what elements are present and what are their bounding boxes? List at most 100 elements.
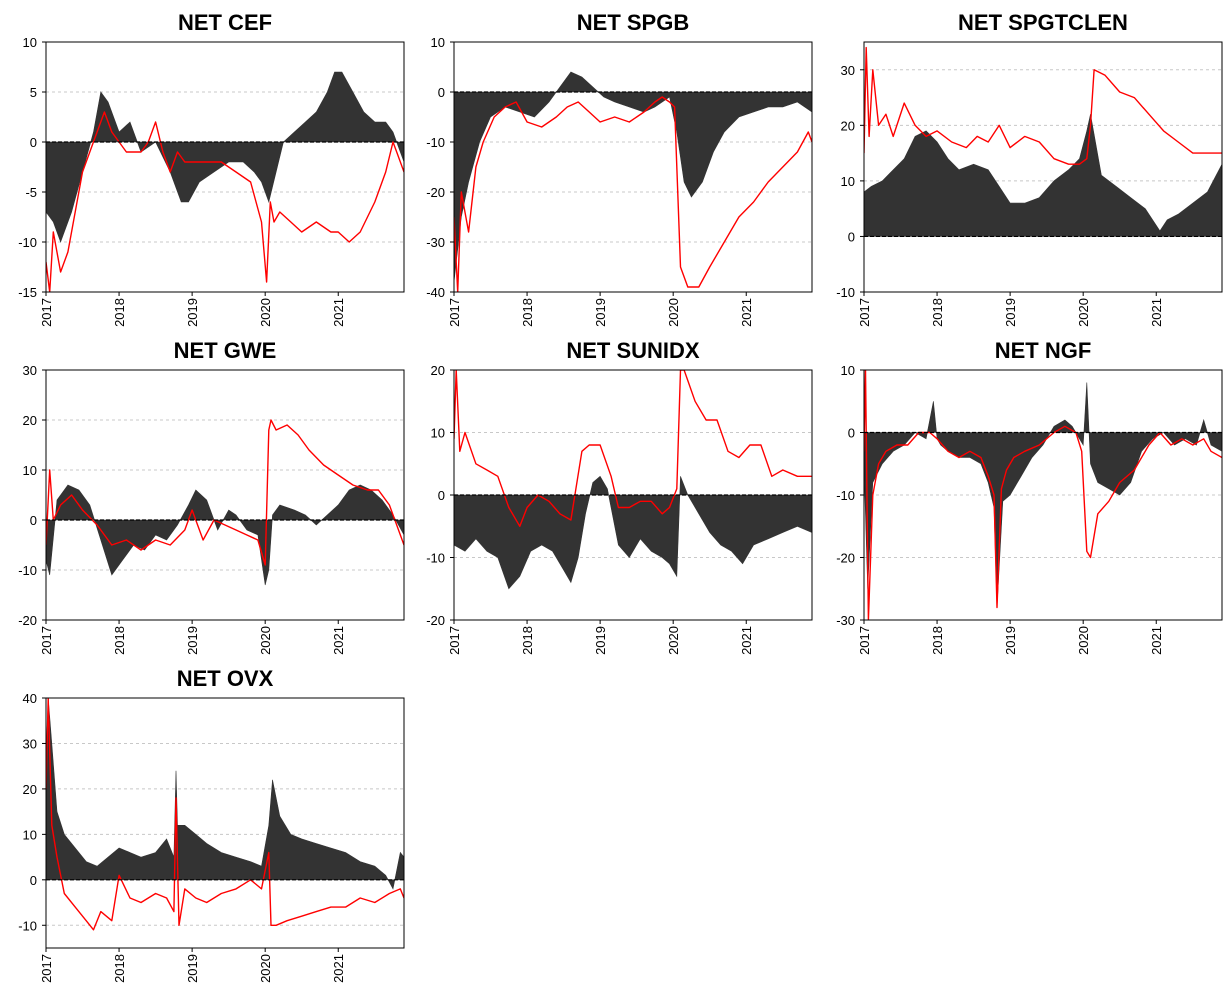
x-tick-label: 2018 [112,298,127,327]
y-tick-label: -15 [18,285,37,300]
y-tick-label: -40 [426,285,445,300]
y-tick-label: 10 [23,35,37,50]
y-tick-label: 10 [431,35,445,50]
x-tick-label: 2020 [258,954,273,983]
x-tick-label: 2021 [331,954,346,983]
x-tick-label: 2017 [39,298,54,327]
x-tick-label: 2018 [520,626,535,655]
x-tick-label: 2021 [331,298,346,327]
y-tick-label: -20 [836,551,855,566]
line-series [864,46,1222,165]
y-tick-label: 0 [30,513,37,528]
y-tick-label: 30 [23,736,37,751]
x-tick-label: 2020 [1076,626,1091,655]
y-tick-label: -20 [426,185,445,200]
x-tick-label: 2020 [258,298,273,327]
x-tick-label: 2019 [593,626,608,655]
plot-frame [863,41,1223,293]
line-series [46,111,404,292]
plot-frame [45,41,405,293]
y-tick-label: -5 [25,185,37,200]
x-tick-label: 2021 [1149,298,1164,327]
chart-title: NET GWE [174,338,277,363]
area-series [864,382,1222,608]
y-tick-label: -10 [836,285,855,300]
y-tick-label: -10 [18,563,37,578]
line-series [46,419,404,566]
chart-panel-net-spgb: NET SPGB 10 0 -10 -20 -30 -40 2017 2018 2019 2020 2… [408,0,816,327]
chart-panel-net-sunidx: NET SUNIDX 20 10 0 -10 -20 2017 2018 2019 2020 202… [408,328,816,655]
x-tick-label: 2018 [930,298,945,327]
area-series [46,484,404,586]
x-tick-label: 2019 [185,298,200,327]
y-tick-label: 10 [23,463,37,478]
plot-frame [45,369,405,621]
y-tick-label: 20 [23,413,37,428]
x-tick-label: 2020 [258,626,273,655]
x-tick-label: 2017 [39,954,54,983]
x-tick-label: 2020 [666,626,681,655]
y-tick-label: 30 [841,63,855,78]
y-tick-label: 10 [841,363,855,378]
plot-frame [45,697,405,949]
chart-panel-net-cef: NET CEF 10 5 0 -5 -10 -15 2017 2018 2019 2020 2021 [0,0,408,327]
chart-title: NET CEF [178,10,272,35]
x-tick-label: 2021 [739,626,754,655]
y-tick-label: 0 [438,85,445,100]
y-tick-label: 0 [848,229,855,244]
y-tick-label: 5 [30,85,37,100]
y-tick-label: -10 [426,551,445,566]
x-tick-label: 2017 [39,626,54,655]
y-tick-label: 40 [23,691,37,706]
chart-panel-net-spgtclen: NET SPGTCLEN 30 20 10 0 -10 2017 2018 2019 2020 20… [818,0,1226,327]
x-tick-label: 2018 [112,626,127,655]
chart-title: NET NGF [995,338,1092,363]
x-tick-label: 2019 [593,298,608,327]
area-series [46,71,404,243]
chart-title: NET SPGTCLEN [958,10,1128,35]
x-tick-label: 2019 [185,626,200,655]
x-tick-label: 2017 [447,298,462,327]
chart-title: NET SUNIDX [566,338,700,363]
x-tick-label: 2017 [857,298,872,327]
y-tick-label: -30 [426,235,445,250]
area-series [454,475,812,590]
y-tick-label: 0 [438,488,445,503]
x-tick-label: 2019 [1003,626,1018,655]
x-tick-label: 2019 [1003,298,1018,327]
y-tick-label: 20 [841,118,855,133]
x-tick-label: 2018 [520,298,535,327]
x-tick-label: 2020 [1076,298,1091,327]
chart-title: NET OVX [177,666,274,691]
x-tick-label: 2020 [666,298,681,327]
x-tick-label: 2018 [112,954,127,983]
x-tick-label: 2017 [857,626,872,655]
chart-panel-net-ngf: NET NGF 10 0 -10 -20 -30 2017 2018 2019 2020 2021 [818,328,1226,655]
line-series [454,96,812,292]
y-tick-label: -10 [18,918,37,933]
y-tick-label: -20 [18,613,37,628]
y-tick-label: 20 [23,782,37,797]
y-tick-label: 30 [23,363,37,378]
y-tick-label: 0 [30,135,37,150]
x-tick-label: 2017 [447,626,462,655]
y-tick-label: 10 [841,174,855,189]
y-tick-label: -30 [836,613,855,628]
y-tick-label: 10 [431,426,445,441]
y-tick-label: -10 [18,235,37,250]
y-tick-label: -20 [426,613,445,628]
x-tick-label: 2021 [1149,626,1164,655]
y-tick-label: 0 [848,426,855,441]
area-series [46,698,404,890]
area-series [864,114,1222,237]
area-series [454,71,812,283]
plot-frame [453,369,813,621]
plot-frame [453,41,813,293]
y-tick-label: 0 [30,873,37,888]
plot-frame [863,369,1223,621]
